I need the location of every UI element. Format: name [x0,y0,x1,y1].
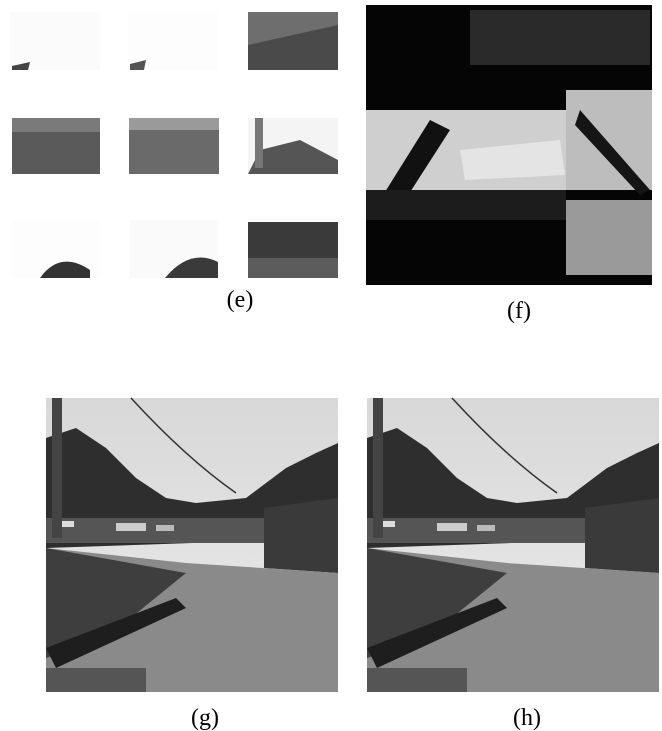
panel-label: (f) [507,298,531,324]
panel-f [366,5,652,285]
panel-g [45,397,339,693]
panel-label: (g) [191,705,219,731]
panel-h [366,397,660,693]
panel-label: (h) [513,705,541,731]
panel-label: (e) [227,287,254,313]
panel-e [10,12,338,278]
